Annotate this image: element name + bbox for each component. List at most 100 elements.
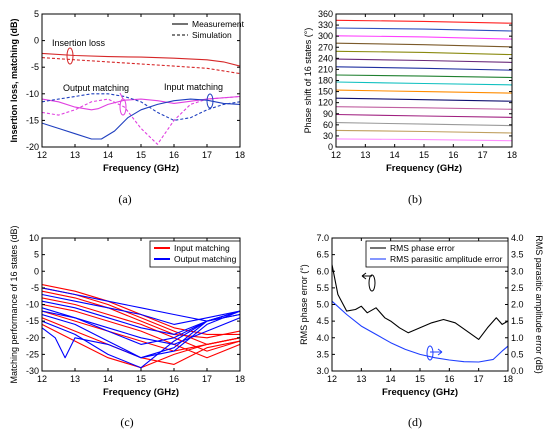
series-line — [42, 57, 240, 75]
y-tick-label-right: 0.5 — [511, 349, 524, 359]
x-tick-label: 13 — [70, 374, 80, 384]
y-tick-label: 5.5 — [316, 283, 329, 293]
x-tick-label: 12 — [37, 150, 47, 160]
x-tick-label: 17 — [474, 374, 484, 384]
series-line — [336, 97, 512, 102]
annotation-input-matching: Input matching — [164, 82, 223, 92]
legend-label: Input matching — [174, 243, 230, 253]
x-tick-label: 18 — [507, 150, 517, 160]
y-tick-label: 90 — [323, 109, 333, 119]
legend-label: RMS phase error — [390, 243, 455, 253]
series-line — [42, 93, 240, 121]
plot-frame — [335, 13, 513, 148]
y-tick-label: -10 — [26, 300, 39, 310]
panel-b: 12 13 14 15 16 17 1803060901201501802102402703… — [303, 9, 517, 206]
panel-d: 12 13 14 15 16 17 18 3.0 3.5 4.0 4.5 5.0 5.5 6.0 6.5 7.… — [299, 233, 544, 429]
x-tick-label: 13 — [356, 374, 366, 384]
annotation-marker — [368, 274, 376, 292]
x-axis-label: Frequency (GHz) — [103, 163, 179, 174]
series-line — [336, 42, 512, 48]
y-tick-label-right: 4.0 — [511, 233, 524, 243]
x-tick-label: 17 — [478, 150, 488, 160]
y-tick-label: 3.0 — [316, 366, 329, 376]
x-axis-label: Frequency (GHz) — [103, 387, 179, 398]
y-tick-label: 210 — [318, 64, 333, 74]
y-tick-label: -15 — [26, 316, 39, 326]
y-tick-label: 6.5 — [316, 250, 329, 260]
legend-label: Output matching — [174, 254, 237, 264]
legend-box — [149, 240, 241, 268]
series-line — [336, 19, 512, 24]
y-tick-label: 5 — [34, 9, 39, 19]
panel-caption: (c) — [120, 415, 133, 429]
panel-c: 12 13 14 15 16 17 18 -30 -25 -20 -15 -10 -5 0 5 10 Frequ… — [9, 225, 245, 429]
y-tick-label: -10 — [26, 89, 39, 99]
y-tick-label-right: 3.0 — [511, 266, 524, 276]
series-line — [42, 293, 240, 325]
y-tick-label-right: 2.5 — [511, 283, 524, 293]
y-tick-label: 150 — [318, 87, 333, 97]
series-line — [336, 129, 512, 134]
y-tick-label: 60 — [323, 120, 333, 130]
arrow-left-icon — [361, 272, 372, 280]
y-axis-label: Insertion loss, matching (dB) — [9, 18, 19, 142]
y-tick-label: -20 — [26, 333, 39, 343]
series-group — [336, 19, 512, 142]
annotation-insertion-loss: Insertion loss — [52, 38, 106, 48]
legend-box — [365, 240, 509, 268]
x-tick-label: 17 — [202, 150, 212, 160]
x-tick-label: 15 — [415, 374, 425, 384]
series-line — [42, 287, 240, 345]
series-line — [336, 81, 512, 86]
y-tick-label: 7.0 — [316, 233, 329, 243]
series-line — [336, 66, 512, 71]
y-tick-label: 270 — [318, 42, 333, 52]
annotation-pointer — [119, 92, 124, 100]
x-tick-label: 16 — [169, 150, 179, 160]
panel-caption: (b) — [408, 192, 422, 206]
series-line — [336, 58, 512, 63]
x-tick-label: 14 — [390, 150, 400, 160]
x-tick-label: 12 — [327, 374, 337, 384]
x-tick-label: 17 — [202, 374, 212, 384]
panel-a: 12 13 14 15 16 17 18 -20 -15 -10 -5 0 5 Frequency (GH… — [9, 9, 245, 206]
y-axis-label: Matching performance of 16 states (dB) — [9, 225, 19, 383]
series-line — [336, 138, 512, 142]
series-line — [336, 106, 512, 110]
y-tick-label: 120 — [318, 98, 333, 108]
y-tick-label: -30 — [26, 366, 39, 376]
series-line — [42, 52, 240, 67]
series-line — [336, 50, 512, 56]
series-line — [42, 95, 240, 111]
arrow-right-icon — [430, 348, 443, 356]
y-axis-label-right: RMS parasitic amplitude error (dB) — [534, 235, 544, 374]
y-tick-label-right: 1.0 — [511, 333, 524, 343]
y-tick-label: 0 — [328, 142, 333, 152]
legend-label: Measurement — [192, 19, 245, 29]
y-tick-label: 300 — [318, 31, 333, 41]
panel-caption: (a) — [118, 192, 131, 206]
annotation-marker — [206, 93, 214, 109]
series-line — [42, 303, 240, 359]
x-tick-label: 16 — [444, 374, 454, 384]
y-tick-label: 3.5 — [316, 349, 329, 359]
series-line — [336, 74, 512, 79]
y-tick-label: -5 — [31, 283, 39, 293]
y-tick-label: 240 — [318, 53, 333, 63]
y-tick-label-right: 3.5 — [511, 250, 524, 260]
series-line — [42, 297, 240, 352]
y-tick-label: -5 — [31, 62, 39, 72]
y-tick-label: -15 — [26, 115, 39, 125]
x-tick-label: 18 — [235, 150, 245, 160]
y-tick-label: 360 — [318, 9, 333, 19]
series-line — [42, 98, 240, 140]
series-line — [332, 300, 508, 363]
x-tick-label: 16 — [169, 374, 179, 384]
series-line — [42, 284, 240, 335]
series-line — [336, 122, 512, 127]
annotation-marker — [66, 47, 74, 65]
